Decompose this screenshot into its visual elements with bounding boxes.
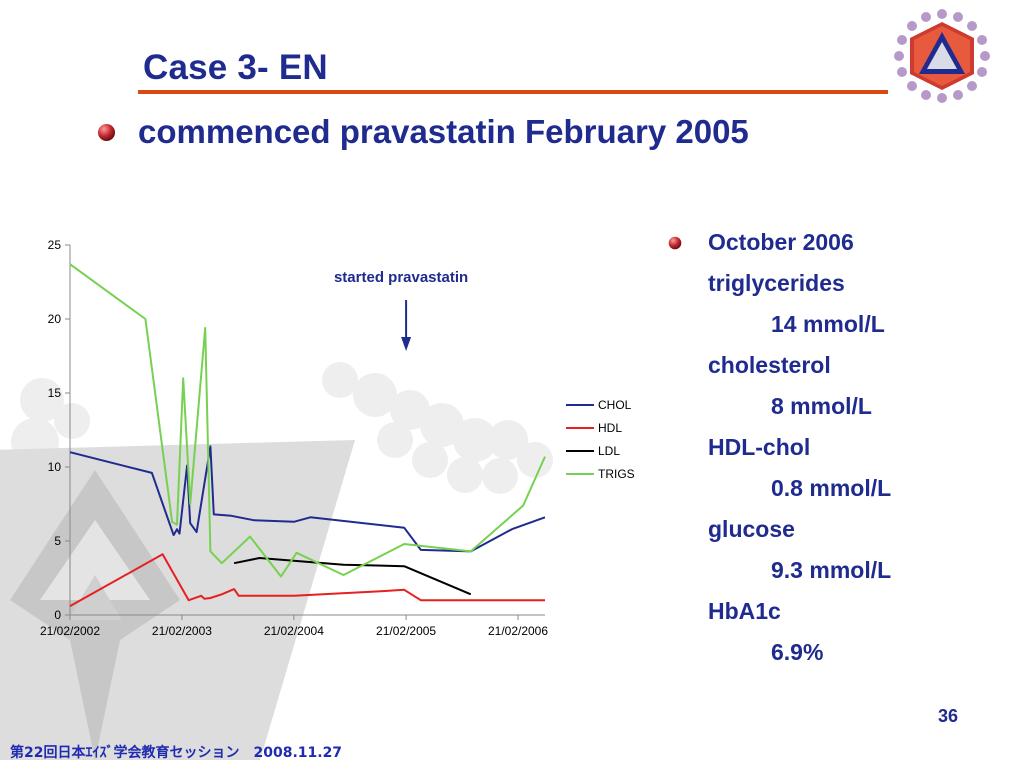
chart-axes: 0 5 10 15 20 25 21/02/2002 21/02/2003 21/02/2004… — [40, 238, 548, 638]
result-line: 6.9% — [668, 632, 968, 673]
aids-society-logo-icon — [894, 9, 990, 103]
bullet-sphere-icon — [668, 236, 682, 249]
y-tick-label: 15 — [48, 386, 62, 400]
y-tick-label: 0 — [54, 608, 61, 622]
x-tick-label: 21/02/2003 — [152, 624, 212, 638]
result-text: 8 mmol/L — [771, 393, 872, 419]
chart-annotation: started pravastatin — [334, 269, 468, 351]
chart-series — [69, 263, 546, 607]
result-line: October 2006 — [668, 222, 968, 263]
result-line: HbA1c — [668, 591, 968, 632]
series-line-trigs — [69, 263, 546, 578]
y-tick-label: 20 — [48, 312, 62, 326]
result-text: HDL-chol — [708, 434, 811, 460]
x-tick-label: 21/02/2006 — [488, 624, 548, 638]
result-line: 9.3 mmol/L — [668, 550, 968, 591]
lipid-chart: 0 5 10 15 20 25 21/02/2002 21/02/2003 21/02/2004… — [40, 238, 635, 638]
y-tick-label: 5 — [54, 534, 61, 548]
result-line: 8 mmol/L — [668, 386, 968, 427]
x-tick-label: 21/02/2005 — [376, 624, 436, 638]
result-text: 0.8 mmol/L — [771, 475, 892, 501]
result-line: 0.8 mmol/L — [668, 468, 968, 509]
october-2006-results: October 2006 triglycerides 14 mmol/L choles… — [668, 222, 968, 673]
x-tick-label: 21/02/2004 — [264, 624, 324, 638]
y-tick-label: 10 — [48, 460, 62, 474]
result-text: glucose — [708, 516, 795, 542]
chart-legend: CHOL HDL LDL TRIGS — [566, 398, 635, 481]
legend-label-hdl: HDL — [598, 421, 622, 435]
legend-label-trigs: TRIGS — [598, 467, 635, 481]
result-text: HbA1c — [708, 598, 781, 624]
slide-title: Case 3- EN — [143, 48, 328, 87]
result-line: HDL-chol — [668, 427, 968, 468]
result-text: 9.3 mmol/L — [771, 557, 892, 583]
main-bullet-text: commenced pravastatin February 2005 — [138, 113, 749, 150]
result-text: October 2006 — [708, 229, 854, 255]
result-text: cholesterol — [708, 352, 831, 378]
legend-label-chol: CHOL — [598, 398, 632, 412]
footer-text: 第22回日本ｴｲｽﾞ学会教育セッション 2008.11.27 — [10, 745, 343, 761]
annotation-label: started pravastatin — [334, 269, 468, 286]
title-underline — [138, 90, 888, 94]
bullet-sphere-icon — [97, 123, 116, 141]
series-line-ldl — [233, 557, 472, 596]
result-text: 6.9% — [771, 639, 824, 665]
series-line-chol — [69, 445, 546, 553]
legend-label-ldl: LDL — [598, 444, 620, 458]
result-line: 14 mmol/L — [668, 304, 968, 345]
page-number: 36 — [938, 706, 959, 726]
result-line: glucose — [668, 509, 968, 550]
main-bullet: commenced pravastatin February 2005 — [97, 113, 749, 151]
result-text: 14 mmol/L — [771, 311, 885, 337]
result-line: triglycerides — [668, 263, 968, 304]
y-tick-label: 25 — [48, 238, 62, 252]
x-tick-label: 21/02/2002 — [40, 624, 100, 638]
result-line: cholesterol — [668, 345, 968, 386]
series-line-hdl — [69, 553, 545, 607]
result-text: triglycerides — [708, 270, 845, 296]
annotation-arrowhead — [401, 337, 412, 351]
